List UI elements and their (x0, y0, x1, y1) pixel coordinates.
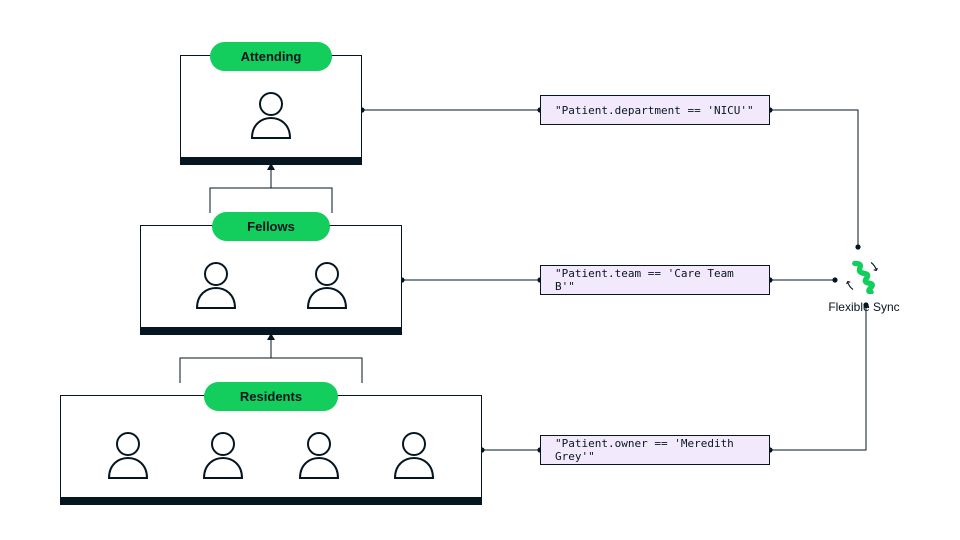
tier-footer-fellows (140, 327, 402, 335)
tier-footer-attending (180, 157, 362, 165)
person-icon (304, 260, 350, 310)
tier-pill-attending: Attending (210, 42, 332, 71)
person-icon (391, 430, 437, 480)
person-icon (193, 260, 239, 310)
person-icon (105, 430, 151, 480)
tier-pill-fellows: Fellows (212, 212, 330, 241)
query-q-fellows: "Patient.team == 'Care Team B'" (540, 265, 770, 295)
query-q-attending: "Patient.department == 'NICU'" (540, 95, 770, 125)
flexible-sync-label: Flexible Sync (824, 300, 904, 314)
tier-footer-residents (60, 497, 482, 505)
flexible-sync-icon (844, 258, 880, 294)
person-icon (200, 430, 246, 480)
tier-pill-residents: Residents (204, 382, 338, 411)
people-row-residents (80, 420, 462, 490)
person-icon (296, 430, 342, 480)
people-row-fellows (160, 250, 382, 320)
query-q-residents: "Patient.owner == 'Meredith Grey'" (540, 435, 770, 465)
people-row-attending (180, 80, 362, 150)
person-icon (248, 90, 294, 140)
